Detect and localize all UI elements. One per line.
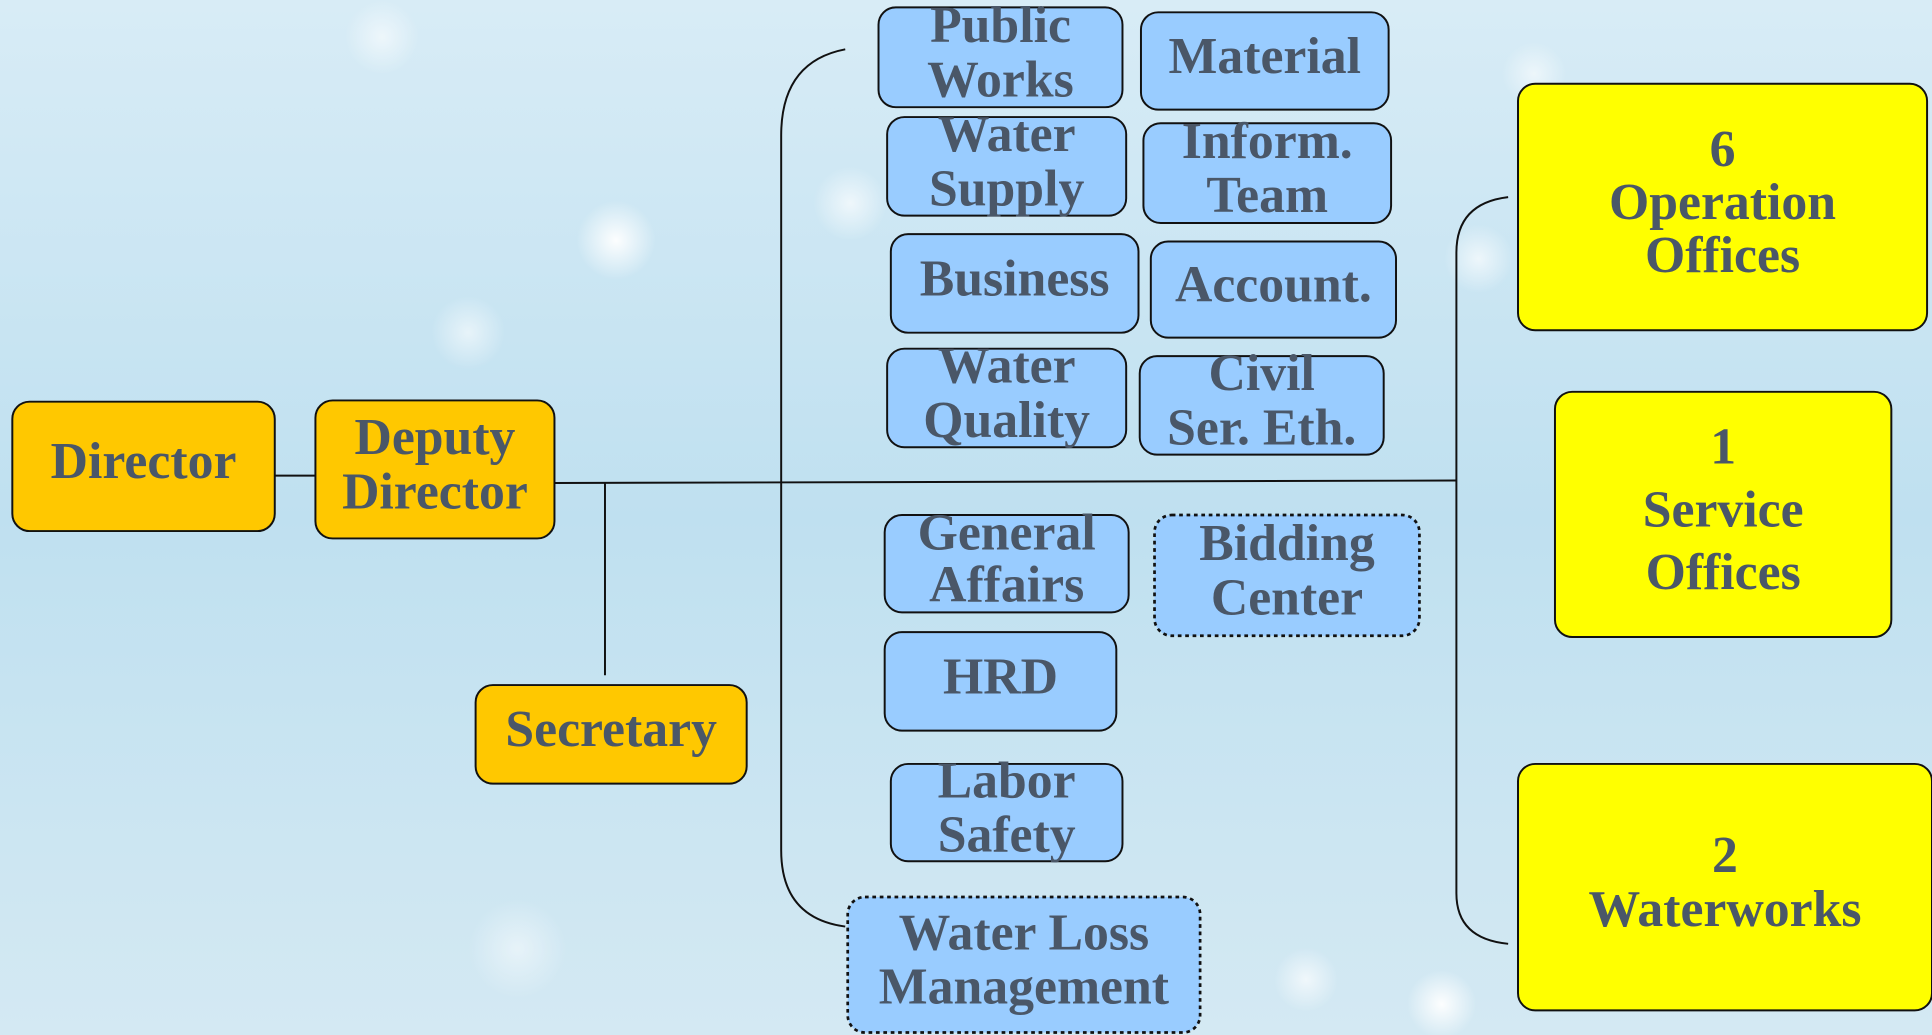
org-node: Material: [1141, 12, 1389, 109]
node-label: Safety: [938, 807, 1076, 864]
node-label: Center: [1211, 569, 1363, 626]
node-label: HRD: [943, 648, 1058, 705]
node-label: Offices: [1646, 544, 1801, 601]
org-node: Secretary: [476, 685, 747, 784]
node-label: Account.: [1175, 256, 1372, 313]
node-label: Civil: [1209, 345, 1315, 402]
node-label: Public: [930, 0, 1071, 54]
node-label: Water: [938, 338, 1076, 395]
node-label: 2: [1712, 827, 1738, 884]
node-label: Material: [1169, 28, 1361, 85]
node-label: Bidding: [1199, 515, 1375, 572]
org-node: Account.: [1151, 242, 1396, 338]
org-node: 1 Service Offices: [1555, 392, 1891, 637]
node-label: Water Loss: [899, 905, 1150, 962]
node-label: Supply: [929, 160, 1084, 217]
node-label: 6: [1710, 121, 1736, 178]
page: {"nodes": [ {"lines": ["Director"]}, {"l…: [0, 0, 1932, 1035]
node-label: Quality: [923, 392, 1090, 449]
node-label: Affairs: [929, 556, 1084, 613]
node-label: Offices: [1645, 227, 1800, 284]
node-label: Operation: [1609, 174, 1836, 231]
node-label: Management: [879, 959, 1169, 1016]
node-label: Works: [927, 51, 1074, 108]
node-label: Business: [920, 250, 1110, 307]
org-chart: DirectorDeputyDirectorSecretaryPublicWor…: [0, 0, 1932, 1035]
org-node: HRD: [885, 632, 1117, 731]
org-node: Director: [12, 402, 274, 531]
node-label: Labor: [938, 752, 1076, 809]
org-node: Inform.Team: [1143, 113, 1391, 224]
node-label: Director: [51, 433, 237, 490]
org-node: Business: [891, 234, 1139, 333]
node-label: 1: [1710, 418, 1736, 475]
node-label: Secretary: [505, 701, 717, 758]
node-label: Waterworks: [1589, 881, 1862, 938]
node-label: Team: [1206, 167, 1328, 224]
node-label: Service: [1643, 481, 1804, 538]
node-label: Deputy: [354, 409, 515, 466]
node-label: Director: [342, 463, 528, 520]
node-label: Water: [938, 106, 1076, 163]
node-label: Inform.: [1182, 113, 1353, 170]
node-label: Ser. Eth.: [1167, 399, 1356, 456]
node-label: General: [918, 505, 1096, 562]
